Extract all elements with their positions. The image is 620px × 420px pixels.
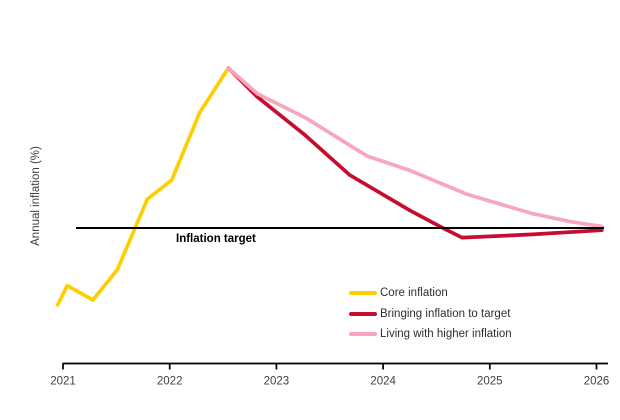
legend-swatch-bringing-inflation-to-target xyxy=(349,311,377,316)
x-tick-label-2023: 2023 xyxy=(264,376,290,388)
x-tick-label-2022: 2022 xyxy=(157,376,183,388)
x-axis xyxy=(62,362,608,370)
series-line-core-inflation xyxy=(55,66,231,307)
legend-swatch-core-inflation xyxy=(349,291,377,296)
legend-item-bringing-inflation-to-target: Bringing inflation to target xyxy=(349,304,512,325)
legend-swatch-living-with-higher-inflation xyxy=(349,332,377,337)
x-tick-label-2025: 2025 xyxy=(477,376,503,388)
legend-item-living-with-higher-inflation: Living with higher inflation xyxy=(349,324,512,345)
inflation-target-label: Inflation target xyxy=(176,233,256,245)
x-tick-label-2024: 2024 xyxy=(370,376,396,388)
legend-label-living-with-higher-inflation: Living with higher inflation xyxy=(380,328,512,341)
legend-label-core-inflation: Core inflation xyxy=(380,287,448,300)
x-tick-label-2021: 2021 xyxy=(50,376,76,388)
legend-item-core-inflation: Core inflation xyxy=(349,283,512,304)
y-axis-label: Annual inflation (%) xyxy=(30,146,42,246)
series-line-bringing-inflation-to-target xyxy=(226,66,604,240)
series-line-living-with-higher-inflation xyxy=(226,66,604,229)
legend-label-bringing-inflation-to-target: Bringing inflation to target xyxy=(380,307,511,320)
x-tick-label-2026: 2026 xyxy=(584,376,610,388)
chart-legend: Core inflation Bringing inflation to targ… xyxy=(349,283,512,345)
